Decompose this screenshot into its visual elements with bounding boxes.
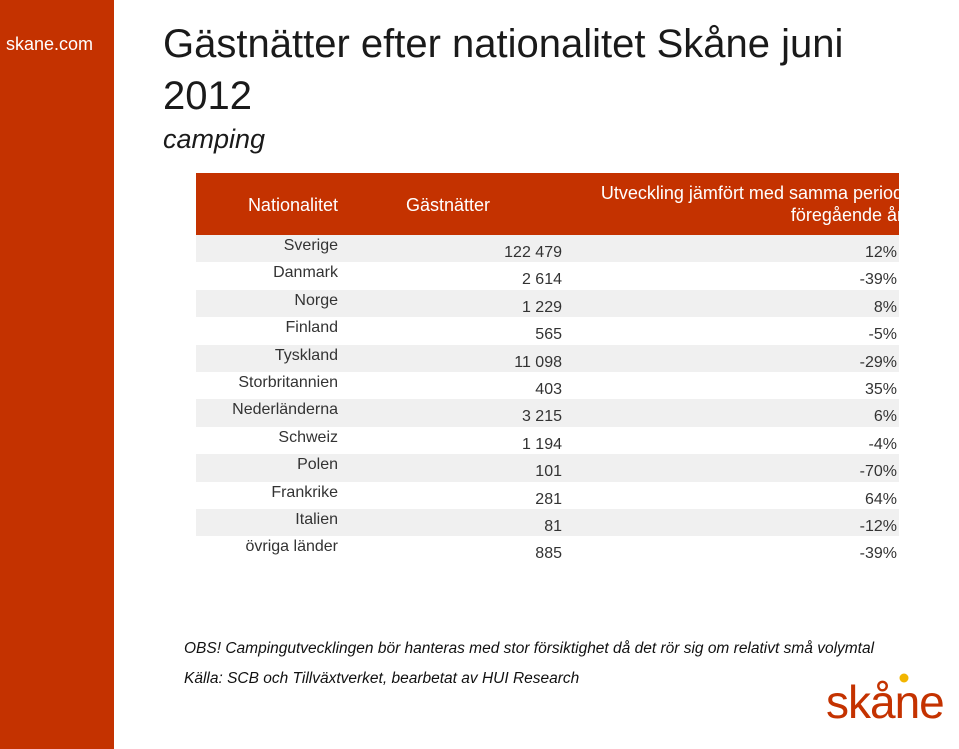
cell-change: -39% [859, 271, 897, 289]
table-row: Danmark 2 614 -39% [196, 262, 899, 289]
sidebar: skane.com [0, 0, 114, 749]
page-subtitle: camping [163, 124, 266, 154]
cell-change: 64% [864, 490, 897, 508]
cell-nights: 81 [544, 517, 562, 535]
cell-change: -70% [859, 463, 897, 481]
table-row: Tyskland 11 098 -29% [196, 344, 899, 372]
cell-change: 12% [864, 244, 897, 261]
cell-nights: 281 [535, 490, 562, 508]
svg-text:skåne: skåne [826, 676, 944, 728]
cell-change: -4% [868, 435, 897, 453]
cell-nights: 11 098 [514, 353, 562, 371]
table-body: Sverige 122 479 12% Danmark 2 614 -39% Norge 1 … [196, 235, 899, 564]
cell-country: Nederländerna [232, 401, 338, 419]
cell-nights: 3 215 [521, 408, 562, 426]
cell-country: Finland [285, 319, 338, 337]
table-row: Storbritannien 403 35% [196, 372, 899, 399]
cell-country: Sverige [283, 237, 338, 254]
header-development: Utveckling jämfört med samma period före… [563, 182, 903, 226]
cell-country: Danmark [273, 264, 338, 282]
skane-logo: skåne [826, 673, 945, 728]
table-header: Nationalitet Gästnätter Utveckling jämfö… [196, 173, 903, 235]
cell-country: Schweiz [278, 428, 338, 446]
table-row: Frankrike 281 64% [196, 482, 899, 509]
cell-country: Frankrike [271, 483, 338, 501]
cell-change: 6% [873, 408, 897, 426]
cell-nights: 1 229 [521, 298, 562, 316]
cell-change: -5% [868, 326, 897, 344]
cell-country: Italien [295, 510, 338, 528]
table-row: Nederländerna 3 215 6% [196, 399, 899, 427]
cell-change: 8% [873, 298, 897, 316]
table-row: Italien 81 -12% [196, 508, 899, 537]
source-text: Källa: SCB och Tillväxtverket, bearbetat… [184, 670, 580, 687]
table-row: Schweiz 1 194 -4% [196, 427, 899, 454]
header-nights: Gästnätter [406, 195, 491, 215]
cell-nights: 122 479 [504, 244, 562, 261]
cell-nights: 565 [535, 326, 562, 344]
cell-country: Polen [297, 456, 338, 474]
table-row: Finland 565 -5% [196, 317, 899, 344]
cell-nights: 885 [535, 545, 562, 563]
table-row: Sverige 122 479 12% [196, 235, 899, 263]
note-text: OBS! Campingutvecklingen bör hanteras me… [184, 640, 875, 657]
cell-nights: 403 [535, 380, 562, 398]
table-row: Norge 1 229 8% [196, 289, 899, 318]
cell-change: -39% [859, 545, 897, 563]
site-link[interactable]: skane.com [6, 34, 94, 54]
cell-change: -29% [859, 353, 897, 371]
header-nationality: Nationalitet [247, 195, 338, 215]
page-title: Gästnätter efter nationalitet Skåne juni… [163, 22, 844, 118]
table-row: Polen 101 -70% [196, 454, 899, 482]
cell-change: -12% [859, 517, 897, 535]
nationality-table: Nationalitet Gästnätter Utveckling jämfö… [196, 173, 903, 564]
header-development-line1: Utveckling jämfört med samma period [600, 183, 903, 203]
cell-change: 35% [864, 380, 897, 398]
table-row: övriga länder 885 -39% [196, 536, 899, 563]
cell-country: Tyskland [274, 346, 338, 364]
cell-nights: 2 614 [521, 271, 562, 289]
cell-nights: 1 194 [521, 435, 562, 453]
cell-nights: 101 [535, 463, 562, 481]
cell-country: Storbritannien [238, 373, 338, 391]
cell-country: Norge [294, 291, 338, 309]
cell-country: övriga länder [245, 538, 339, 556]
header-development-line2: föregående år [790, 205, 903, 225]
